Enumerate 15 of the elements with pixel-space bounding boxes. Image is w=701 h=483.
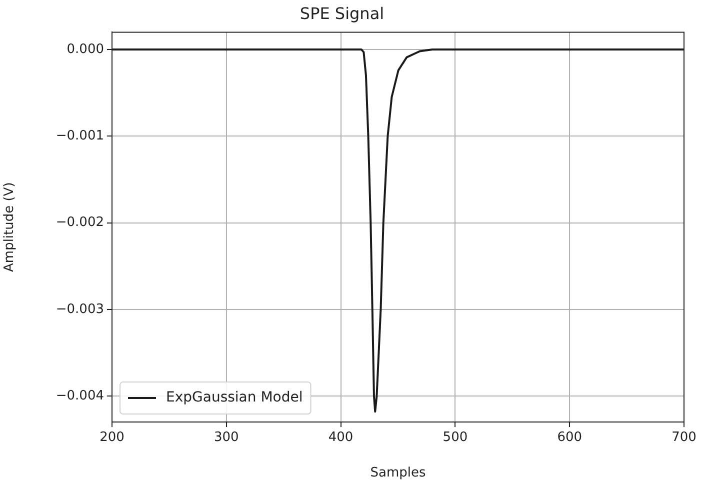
y-tick-label: −0.003 [56,302,104,317]
chart-title: SPE Signal [300,4,384,23]
x-tick-label: 600 [557,430,582,446]
x-tick-label: 200 [100,430,124,446]
x-axis-title: Samples [370,466,426,481]
y-tick-label: −0.004 [56,388,104,404]
x-tick-label: 700 [672,430,696,446]
y-axis-title: Amplitude (V) [2,182,18,272]
y-tick-label: −0.001 [56,128,104,144]
legend-label: ExpGaussian Model [166,390,303,406]
x-tick-label: 500 [442,430,468,446]
y-tick-label: −0.002 [56,215,104,230]
y-tick-label: 0.000 [66,42,104,57]
x-tick-label: 400 [328,430,354,446]
x-tick-label: 300 [214,430,239,446]
